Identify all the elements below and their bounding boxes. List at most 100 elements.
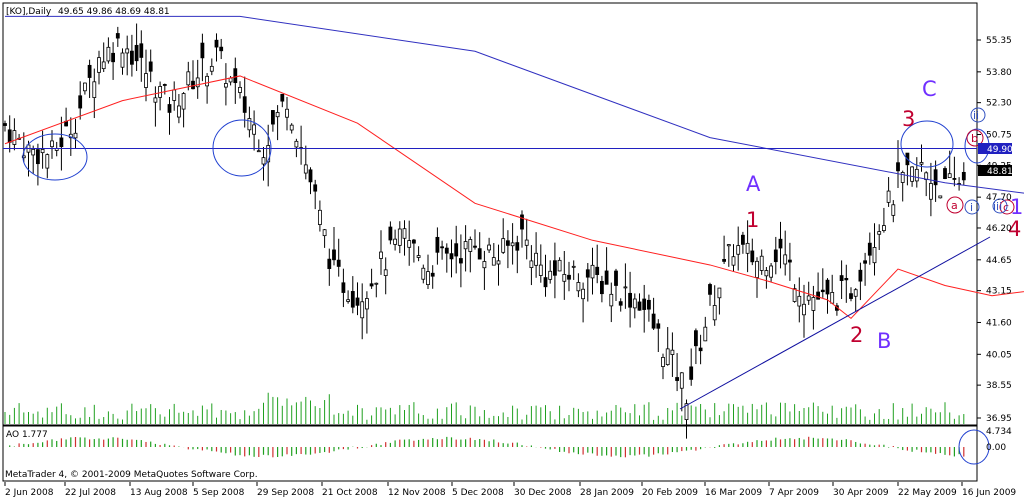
date-tick-label: 28 Jan 2009	[580, 488, 634, 498]
candle-body	[252, 124, 257, 135]
candle-body	[600, 280, 604, 295]
candle-body	[411, 239, 416, 244]
candle-body	[797, 295, 802, 307]
candle-body	[825, 279, 830, 295]
candle-body	[529, 260, 534, 268]
ao-tick-label: 0.00	[986, 443, 1006, 453]
candle-body	[92, 81, 97, 98]
candle-body	[449, 253, 454, 260]
candle-body	[261, 157, 266, 165]
candle-body	[364, 298, 369, 310]
candle-body	[139, 43, 144, 58]
candlesticks	[3, 23, 966, 439]
circle-annotation	[22, 133, 88, 181]
candle-body	[280, 93, 285, 102]
candle-body	[548, 270, 553, 280]
price-tick-label: 43.15	[986, 287, 1012, 297]
candle-body	[792, 288, 797, 302]
candle-body	[242, 96, 247, 113]
candle-body	[618, 301, 623, 306]
candle-body	[679, 372, 684, 389]
candle-body	[910, 166, 914, 182]
wave-label-A: A	[746, 172, 761, 196]
candle-body	[78, 95, 83, 109]
candle-body	[360, 301, 365, 319]
candle-body	[914, 168, 919, 182]
candle-body	[769, 265, 773, 278]
candle-body	[355, 297, 360, 306]
candle-body	[444, 247, 449, 254]
candle-body	[388, 226, 393, 241]
candle-body	[496, 260, 501, 265]
label-a: a	[951, 199, 958, 212]
candle-body	[134, 44, 139, 62]
candle-body	[482, 261, 487, 269]
wave-label-1b: 1	[1010, 195, 1023, 219]
date-tick-label: 20 Feb 2009	[642, 488, 698, 498]
candle-body	[661, 357, 665, 367]
candle-body	[811, 297, 816, 311]
price-tick-label: 41.60	[986, 318, 1012, 328]
circle-annotations	[22, 119, 990, 465]
date-tick-label: 12 Nov 2008	[388, 488, 446, 498]
label-c: c	[1003, 201, 1009, 214]
candle-body	[961, 171, 966, 181]
candle-body	[590, 264, 595, 279]
date-tick-label: 22 May 2009	[898, 488, 957, 498]
candle-body	[538, 264, 543, 276]
candle-body	[755, 260, 759, 278]
price-tick-label: 36.95	[986, 414, 1012, 424]
candle-body	[7, 129, 12, 143]
candle-body	[176, 105, 181, 118]
current-price-tag	[978, 165, 1012, 176]
circled-labels: a b c i ii iii	[946, 107, 1015, 215]
hline-price-tag	[978, 143, 1012, 154]
hline-price-label: 49.90	[987, 145, 1013, 155]
candle-body	[651, 313, 656, 329]
candle-body	[191, 80, 195, 90]
candle-body	[468, 239, 473, 252]
candle-body	[816, 291, 820, 300]
label-iii: iii	[993, 200, 1002, 213]
candle-body	[952, 178, 957, 180]
price-tick-label: 38.55	[986, 381, 1012, 391]
candle-body	[186, 71, 191, 86]
candle-body	[336, 259, 341, 267]
candle-body	[374, 282, 379, 285]
candle-body	[896, 162, 900, 172]
candle-body	[741, 234, 745, 245]
candle-body	[562, 274, 567, 282]
candle-body	[698, 347, 703, 352]
candle-body	[256, 150, 261, 153]
candle-body	[101, 61, 106, 70]
candle-body	[773, 249, 778, 263]
candle-body	[632, 298, 637, 309]
candle-body	[430, 272, 435, 277]
wave-label-1: 1	[746, 208, 759, 232]
candle-body	[153, 97, 158, 103]
candle-body	[148, 61, 153, 72]
candle-body	[623, 286, 628, 289]
candle-body	[115, 33, 120, 39]
candle-body	[219, 46, 224, 52]
date-tick-label: 21 Oct 2008	[322, 488, 378, 498]
price-tick-label: 52.30	[986, 99, 1012, 109]
candle-body	[275, 112, 280, 118]
candle-body	[45, 154, 50, 169]
candle-body	[87, 64, 92, 78]
moving-averages	[4, 15, 1024, 320]
candle-body	[933, 169, 938, 186]
candle-body	[863, 260, 867, 264]
date-tick-label: 5 Dec 2008	[452, 488, 504, 498]
price-tick-label: 40.05	[986, 350, 1012, 360]
candle-body	[181, 93, 186, 110]
candle-body	[839, 275, 844, 281]
candle-body	[844, 277, 849, 281]
candle-body	[294, 140, 299, 148]
candle-body	[317, 209, 322, 225]
ao-axis: 4.734 0.00	[986, 427, 1012, 453]
wave-label-3: 3	[902, 107, 915, 131]
price-tick-label: 47.70	[986, 193, 1012, 203]
candle-body	[722, 258, 726, 262]
candle-body	[426, 271, 430, 285]
